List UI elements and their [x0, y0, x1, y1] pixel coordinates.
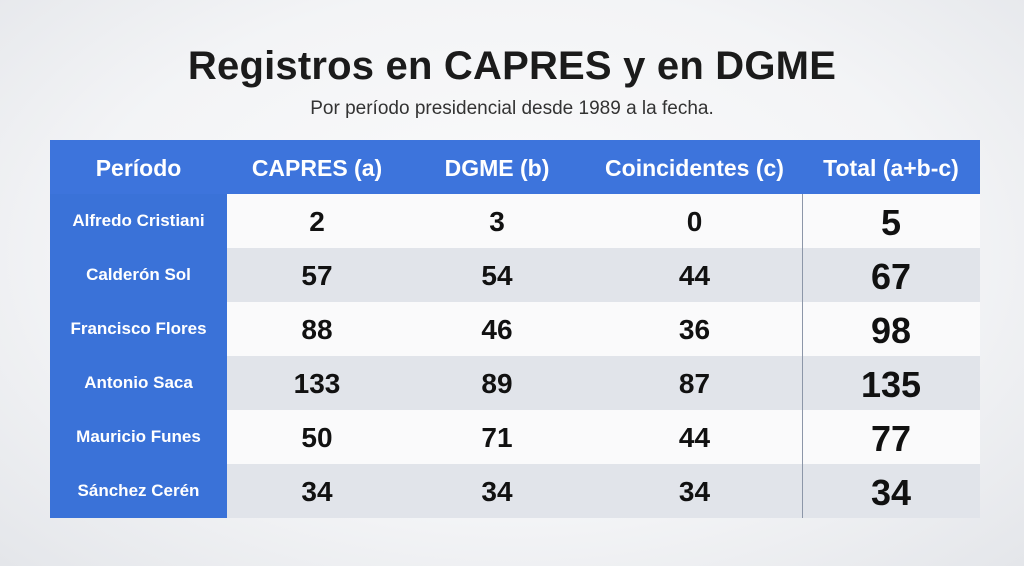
- data-table: Período CAPRES (a) DGME (b) Coincidentes…: [50, 140, 980, 518]
- periodo-column: [50, 194, 227, 518]
- cell-dgme: 46: [481, 314, 513, 345]
- header-capres: CAPRES (a): [251, 155, 383, 181]
- table-header-row: Período CAPRES (a) DGME (b) Coincidentes…: [50, 140, 980, 194]
- cell-total: 77: [870, 418, 912, 459]
- slide-title: Registros en CAPRES y en DGME: [187, 44, 837, 88]
- cell-coincidentes: 44: [678, 422, 711, 453]
- cell-total: 67: [870, 256, 912, 297]
- cell-dgme: 54: [481, 260, 513, 291]
- cell-coincidentes: 34: [678, 476, 711, 507]
- table-row: 57 54 44 67: [227, 248, 980, 302]
- cell-capres: 88: [301, 314, 333, 345]
- cell-periodo: Mauricio Funes: [76, 427, 201, 446]
- header-coincidentes: Coincidentes (c): [605, 155, 784, 181]
- header-dgme: DGME (b): [444, 155, 550, 181]
- table-row: 50 71 44 77: [227, 410, 980, 464]
- cell-coincidentes: 87: [678, 368, 711, 399]
- cell-periodo: Antonio Saca: [84, 373, 193, 392]
- cell-coincidentes: 44: [678, 260, 711, 291]
- cell-coincidentes: 36: [678, 314, 711, 345]
- slide-subtitle: Por período presidencial desde 1989 a la…: [310, 98, 714, 119]
- cell-total: 98: [870, 310, 912, 351]
- cell-capres: 133: [293, 368, 341, 399]
- table-row: 88 46 36 98: [227, 302, 980, 356]
- cell-dgme: 34: [481, 476, 513, 507]
- cell-capres: 57: [301, 260, 333, 291]
- table-row: 2 3 0 5: [227, 194, 980, 248]
- cell-dgme: 89: [481, 368, 513, 399]
- cell-periodo: Francisco Flores: [70, 319, 207, 338]
- cell-periodo: Calderón Sol: [86, 265, 191, 284]
- cell-dgme: 71: [481, 422, 513, 453]
- header-periodo: Período: [95, 155, 182, 181]
- table-row: 133 89 87 135: [227, 356, 980, 410]
- header-total: Total (a+b-c): [823, 155, 959, 181]
- cell-periodo: Sánchez Cerén: [77, 481, 200, 500]
- cell-periodo: Alfredo Cristiani: [72, 211, 205, 230]
- table-row: 34 34 34 34: [227, 464, 980, 518]
- cell-capres: 50: [301, 422, 333, 453]
- cell-coincidentes: 0: [686, 206, 703, 237]
- cell-total: 135: [860, 364, 922, 405]
- cell-dgme: 3: [489, 206, 505, 237]
- total-column-divider: [802, 194, 803, 518]
- cell-total: 5: [880, 202, 902, 243]
- cell-capres: 34: [301, 476, 333, 507]
- cell-capres: 2: [309, 206, 325, 237]
- cell-total: 34: [870, 472, 912, 513]
